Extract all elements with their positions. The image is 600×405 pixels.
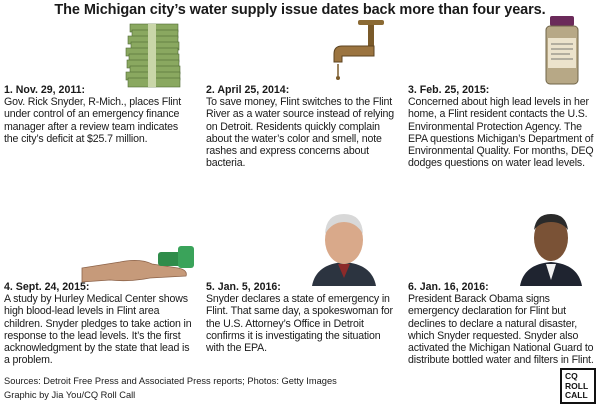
entry-text: Concerned about high lead levels in her …	[408, 96, 594, 170]
rick-snyder-portrait-photo	[312, 214, 376, 286]
barack-obama-portrait-photo	[520, 214, 582, 286]
entry-date: 1. Nov. 29, 2011:	[4, 84, 86, 96]
entry-text: President Barack Obama signs emergency d…	[408, 293, 594, 367]
blood-test-hand-photo	[81, 246, 194, 283]
entry-date: 2. April 25, 2014:	[206, 84, 290, 96]
logo-line: CQ	[565, 371, 578, 381]
entry-text: A study by Hurley Medical Center shows h…	[4, 293, 192, 367]
entry-text: Snyder declares a state of emergency in …	[206, 293, 393, 355]
cq-roll-call-logo: CQ ROLL CALL	[560, 368, 596, 404]
entry-date: 3. Feb. 25, 2015:	[408, 84, 490, 96]
sources-line: Sources: Detroit Free Press and Associat…	[4, 376, 337, 386]
credit-line: Graphic by Jia You/CQ Roll Call	[4, 390, 136, 400]
entry-date: 6. Jan. 16, 2016:	[408, 281, 489, 293]
timeline-entry-4: 4. Sept. 24, 2015: A study by Hurley Med…	[4, 281, 194, 367]
entry-text: Gov. Rick Snyder, R-Mich., places Flint …	[4, 96, 182, 145]
entry-text: To save money, Flint switches to the Fli…	[206, 96, 395, 170]
timeline-entry-3: 3. Feb. 25, 2015: Concerned about high l…	[408, 84, 598, 170]
logo-line: ROLL	[565, 380, 589, 391]
water-sample-bottle-photo	[545, 16, 579, 85]
water-faucet-photo	[333, 20, 384, 80]
timeline-entry-2: 2. April 25, 2014: To save money, Flint …	[206, 84, 396, 170]
entry-date: 5. Jan. 5, 2016:	[206, 281, 281, 293]
logo-line: CALL	[565, 390, 588, 400]
stacks-of-cash-photo	[125, 23, 181, 88]
timeline-entry-1: 1. Nov. 29, 2011: Gov. Rick Snyder, R-Mi…	[4, 84, 194, 145]
timeline-entry-6: 6. Jan. 16, 2016: President Barack Obama…	[408, 281, 598, 367]
page-title: The Michigan city’s water supply issue d…	[54, 2, 546, 18]
entry-date: 4. Sept. 24, 2015:	[4, 281, 90, 293]
timeline-entry-5: 5. Jan. 5, 2016: Snyder declares a state…	[206, 281, 396, 354]
